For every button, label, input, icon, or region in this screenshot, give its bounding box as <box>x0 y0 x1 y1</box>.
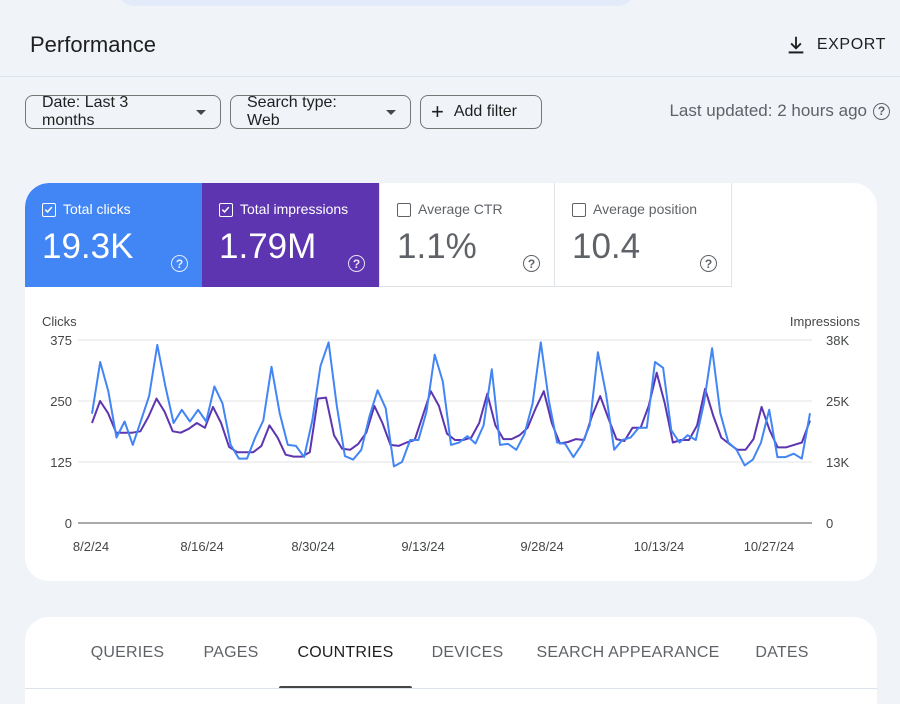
report-tabs-card: QUERIES PAGES COUNTRIES DEVICES SEARCH A… <box>25 617 877 704</box>
x-tick-label: 8/2/24 <box>73 539 109 554</box>
download-icon <box>788 36 804 54</box>
checkbox-unchecked-icon[interactable] <box>397 203 411 217</box>
search-type-filter-label: Search type: Web <box>247 94 337 129</box>
y-tick-label-left: 125 <box>50 455 72 470</box>
y-tick-label-right: 38K <box>826 333 849 348</box>
add-filter-button[interactable]: + Add filter <box>420 95 542 129</box>
help-icon[interactable]: ? <box>348 255 365 272</box>
series-line-clicks <box>91 341 811 468</box>
help-icon[interactable]: ? <box>700 255 717 272</box>
date-filter-label: Date: Last 3 months <box>42 94 129 129</box>
x-tick-label: 8/30/24 <box>291 539 334 554</box>
metric-value: 1.79M <box>219 227 317 266</box>
metric-label: Average position <box>593 201 698 217</box>
caret-down-icon <box>386 109 396 115</box>
tab-pages[interactable]: PAGES <box>203 644 259 661</box>
date-filter-chip[interactable]: Date: Last 3 months <box>25 94 221 129</box>
performance-chart: 375 38K 250 25K 125 13K 0 0 Clicks Impressions 8/2… <box>42 314 861 554</box>
active-tab-indicator <box>279 686 412 689</box>
y-tick-label-left: 250 <box>50 394 72 409</box>
help-icon[interactable]: ? <box>171 255 188 272</box>
help-icon[interactable]: ? <box>523 255 540 272</box>
metric-average-position[interactable]: Average position 10.4 ? <box>555 183 732 287</box>
metric-value: 1.1% <box>397 227 477 266</box>
y-tick-label-right: 13K <box>826 455 849 470</box>
page-title: Performance <box>30 32 156 57</box>
tab-queries[interactable]: QUERIES <box>90 644 165 661</box>
metric-label: Total impressions <box>240 201 349 217</box>
performance-card: 375 38K 250 25K 125 13K 0 0 Clicks Impressions 8/2… <box>25 183 877 581</box>
metric-average-ctr[interactable]: Average CTR 1.1% ? <box>379 183 555 287</box>
y-tick-label-right: 25K <box>826 394 849 409</box>
page-header: Performance EXPORT <box>0 0 900 77</box>
x-tick-label: 10/13/24 <box>634 539 685 554</box>
export-button[interactable]: EXPORT <box>785 30 886 60</box>
tab-countries[interactable]: COUNTRIES <box>297 644 394 661</box>
y-axis-title-right: Impressions <box>790 314 861 329</box>
tab-search-appearance[interactable]: SEARCH APPEARANCE <box>536 644 720 661</box>
caret-down-icon <box>196 109 206 115</box>
x-tick-label: 10/27/24 <box>744 539 795 554</box>
metric-value: 10.4 <box>572 227 641 266</box>
add-filter-label: Add filter <box>453 103 517 120</box>
checkbox-checked-icon[interactable] <box>219 203 233 217</box>
checkbox-checked-icon[interactable] <box>42 203 56 217</box>
metric-label: Average CTR <box>418 201 503 217</box>
metric-total-impressions[interactable]: Total impressions 1.79M ? <box>202 183 379 287</box>
export-label: EXPORT <box>816 36 886 53</box>
metric-total-clicks[interactable]: Total clicks 19.3K ? <box>25 183 202 287</box>
tab-devices[interactable]: DEVICES <box>431 644 504 661</box>
metric-value: 19.3K <box>42 227 134 266</box>
y-axis-title-left: Clicks <box>42 314 77 329</box>
last-updated-text: Last updated: 2 hours ago <box>669 101 867 120</box>
metric-label: Total clicks <box>63 201 131 217</box>
y-tick-label-left: 0 <box>65 516 72 531</box>
search-bar-edge[interactable] <box>118 0 634 6</box>
checkbox-unchecked-icon[interactable] <box>572 203 586 217</box>
x-tick-label: 9/13/24 <box>401 539 444 554</box>
help-icon[interactable]: ? <box>873 102 890 120</box>
y-tick-label-right: 0 <box>826 516 833 531</box>
tabs-divider <box>25 688 877 689</box>
tab-dates[interactable]: DATES <box>755 644 809 661</box>
x-tick-label: 9/28/24 <box>520 539 563 554</box>
y-tick-label-left: 375 <box>50 333 72 348</box>
plus-icon: + <box>431 99 444 124</box>
last-updated: Last updated: 2 hours ago ? <box>669 101 890 121</box>
x-tick-label: 8/16/24 <box>180 539 223 554</box>
search-type-filter-chip[interactable]: Search type: Web <box>230 94 411 129</box>
